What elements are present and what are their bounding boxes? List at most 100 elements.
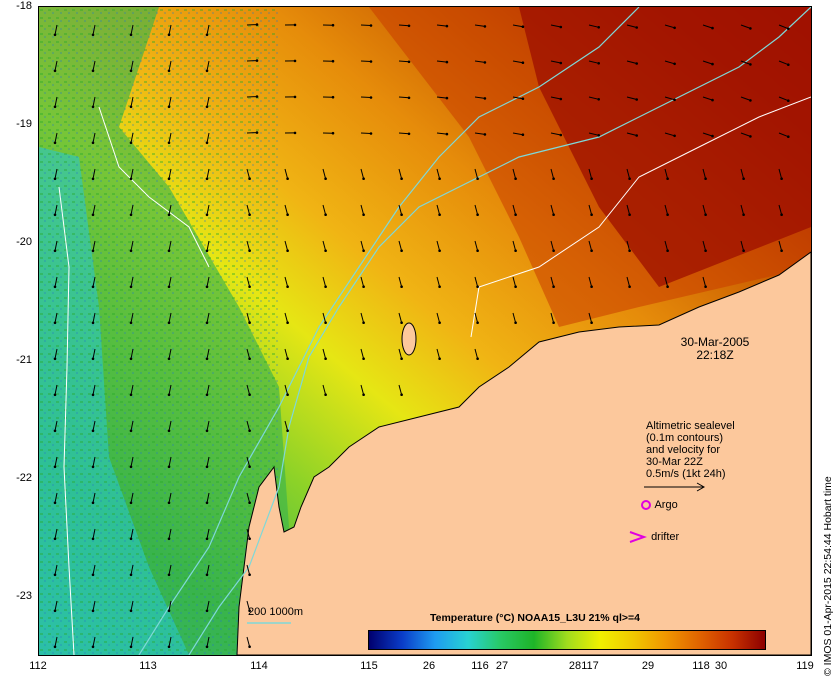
velocity-arrow-head [514, 177, 517, 180]
velocity-arrow [246, 348, 251, 359]
velocity-arrow [92, 96, 96, 107]
velocity-arrow-head [369, 132, 373, 135]
velocity-arrow [550, 60, 561, 64]
velocity-arrow [398, 348, 403, 359]
velocity-arrow-head [559, 97, 563, 101]
velocity-arrow-head [749, 99, 752, 102]
lat-tick: -21 [16, 354, 32, 366]
velocity-arrow-head [552, 249, 555, 252]
velocity-arrow-head [438, 249, 441, 252]
velocity-arrow-head [400, 285, 403, 289]
velocity-arrow-head [53, 321, 57, 325]
velocity-arrow [246, 312, 251, 323]
velocity-arrow [512, 24, 523, 28]
velocity-arrow [664, 60, 675, 65]
colorbar [368, 630, 766, 650]
velocity-arrow [54, 96, 58, 107]
lon-tick: 113 [139, 660, 157, 672]
velocity-arrow [54, 564, 58, 575]
velocity-arrow [246, 456, 251, 467]
velocity-arrow [664, 276, 669, 287]
velocity-arrow [246, 420, 251, 431]
legend-line: Altimetric sealevel [646, 420, 735, 432]
velocity-arrow-head [362, 393, 365, 397]
velocity-arrow-head [248, 645, 251, 648]
velocity-arrow [436, 204, 441, 215]
velocity-arrow [92, 564, 96, 575]
velocity-arrow-head [53, 501, 57, 505]
velocity-arrow-head [514, 213, 517, 216]
velocity-arrow [512, 312, 517, 323]
velocity-arrow-head [362, 357, 365, 361]
velocity-arrow-head [129, 357, 133, 361]
velocity-arrow [54, 168, 58, 179]
velocity-arrow [130, 636, 134, 647]
velocity-arrow-head [704, 249, 707, 252]
lon-tick: 112 [29, 660, 47, 672]
velocity-arrow-head [483, 25, 487, 28]
velocity-arrow-head [711, 134, 714, 138]
argo-circle-icon [641, 500, 651, 511]
velocity-arrow [550, 96, 561, 100]
velocity-arrow [626, 204, 631, 215]
velocity-arrow-head [552, 177, 555, 180]
velocity-arrow [512, 168, 517, 179]
velocity-arrow-head [91, 285, 95, 289]
velocity-arrow-head [167, 573, 171, 577]
velocity-arrow-head [91, 645, 95, 649]
velocity-arrow [702, 132, 713, 137]
velocity-arrow [588, 240, 593, 251]
velocity-arrow [626, 240, 631, 251]
velocity-arrow [588, 60, 599, 64]
drifter-label: drifter [651, 530, 680, 543]
velocity-arrows [53, 23, 790, 649]
velocity-arrow-head [293, 59, 297, 63]
velocity-arrow [168, 204, 172, 215]
velocity-arrow [206, 636, 210, 647]
velocity-arrow [168, 132, 172, 143]
credit-text: © IMOS 01-Apr-2015 22:54:44 Hobart time [822, 476, 834, 676]
velocity-arrow [664, 24, 675, 29]
velocity-arrow [246, 564, 251, 575]
velocity-arrow-head [248, 609, 251, 612]
velocity-arrow [322, 384, 327, 395]
velocity-arrow [436, 60, 447, 63]
velocity-arrow-head [400, 393, 403, 397]
lon-tick: 114 [250, 660, 268, 672]
velocity-arrow [588, 96, 599, 100]
velocity-arrow-head [400, 357, 403, 361]
velocity-arrow-head [91, 429, 95, 433]
velocity-arrow [322, 204, 327, 215]
velocity-arrow-head [167, 501, 171, 505]
lon-tick: 116 [471, 660, 489, 672]
velocity-arrow [130, 384, 134, 395]
velocity-arrow-head [167, 609, 171, 613]
velocity-arrow [54, 132, 58, 143]
velocity-arrow [740, 204, 745, 215]
velocity-arrow [474, 204, 479, 215]
velocity-arrow-head [53, 69, 57, 73]
velocity-arrow-head [205, 105, 209, 109]
velocity-arrow [702, 168, 707, 179]
velocity-arrow [740, 132, 751, 137]
velocity-arrow [130, 600, 134, 611]
velocity-arrow-head [129, 429, 133, 433]
velocity-arrow [360, 240, 365, 251]
velocity-arrow-head [248, 321, 251, 325]
velocity-arrow [284, 204, 289, 215]
velocity-arrow-head [293, 23, 297, 27]
velocity-arrow-head [293, 95, 297, 99]
velocity-arrow [54, 240, 58, 251]
velocity-arrow-head [400, 321, 403, 325]
velocity-arrow [168, 312, 172, 323]
velocity-arrow [360, 384, 365, 395]
velocity-arrow-head [324, 321, 327, 325]
velocity-arrow [398, 96, 410, 99]
velocity-arrow [54, 420, 58, 431]
velocity-arrow-head [91, 501, 95, 505]
velocity-arrow [130, 276, 134, 287]
velocity-arrow [130, 96, 134, 107]
velocity-arrow [436, 276, 441, 287]
velocity-arrow [436, 132, 447, 135]
depth-legend: 200 1000m [248, 606, 304, 618]
